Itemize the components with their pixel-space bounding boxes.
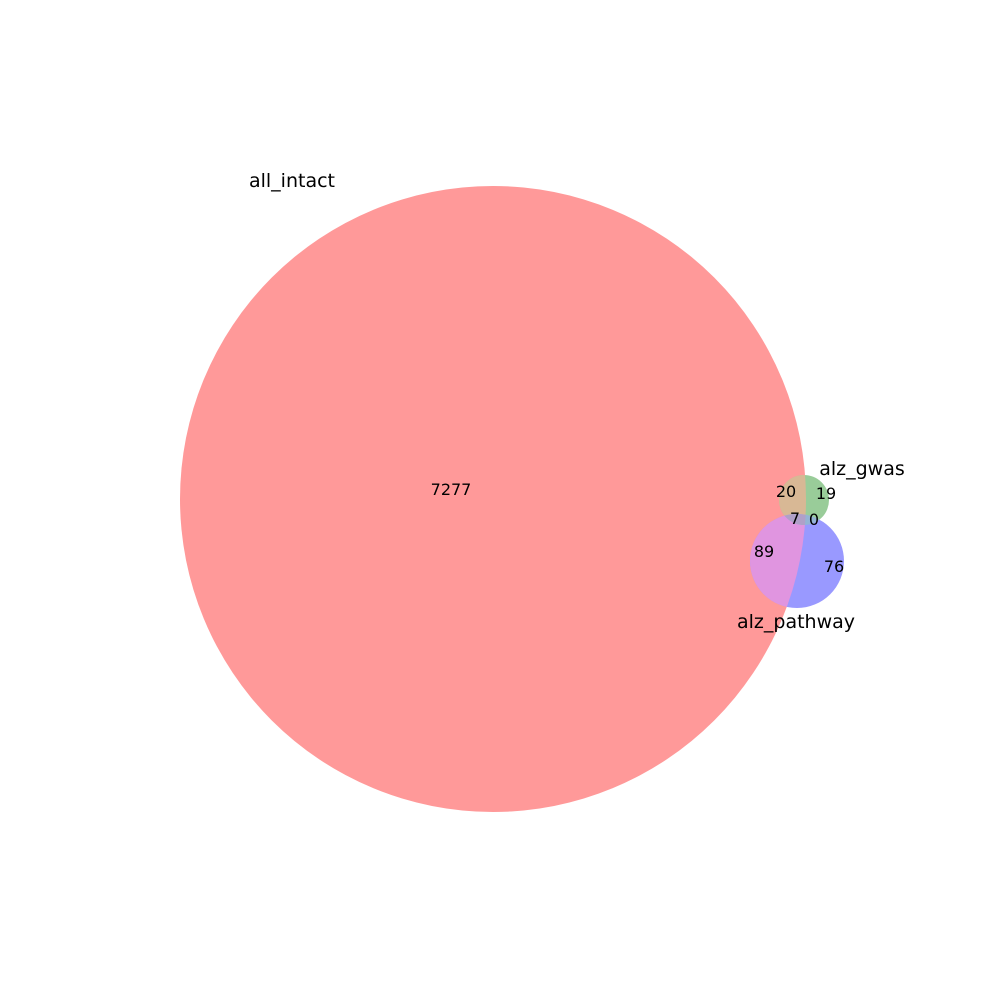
set-label-all-intact: all_intact — [249, 170, 335, 192]
region-count-all-intact-alz-gwas: 20 — [776, 482, 796, 501]
region-count-alz-gwas-alz-pathway: 0 — [809, 510, 819, 529]
overlap-all-intact-alz-pathway — [750, 514, 806, 608]
region-count-all-intact-only: 7277 — [431, 480, 472, 499]
region-count-all-three: 7 — [790, 509, 800, 528]
region-count-all-intact-alz-pathway: 89 — [754, 542, 774, 561]
region-count-alz-pathway-only: 76 — [824, 557, 844, 576]
overlap-all-intact-alz-gwas — [779, 475, 806, 525]
all-intact-circle — [180, 186, 806, 812]
region-count-alz-gwas-only: 19 — [816, 484, 836, 503]
set-label-alz-pathway: alz_pathway — [737, 611, 855, 633]
set-label-alz-gwas: alz_gwas — [819, 458, 905, 480]
